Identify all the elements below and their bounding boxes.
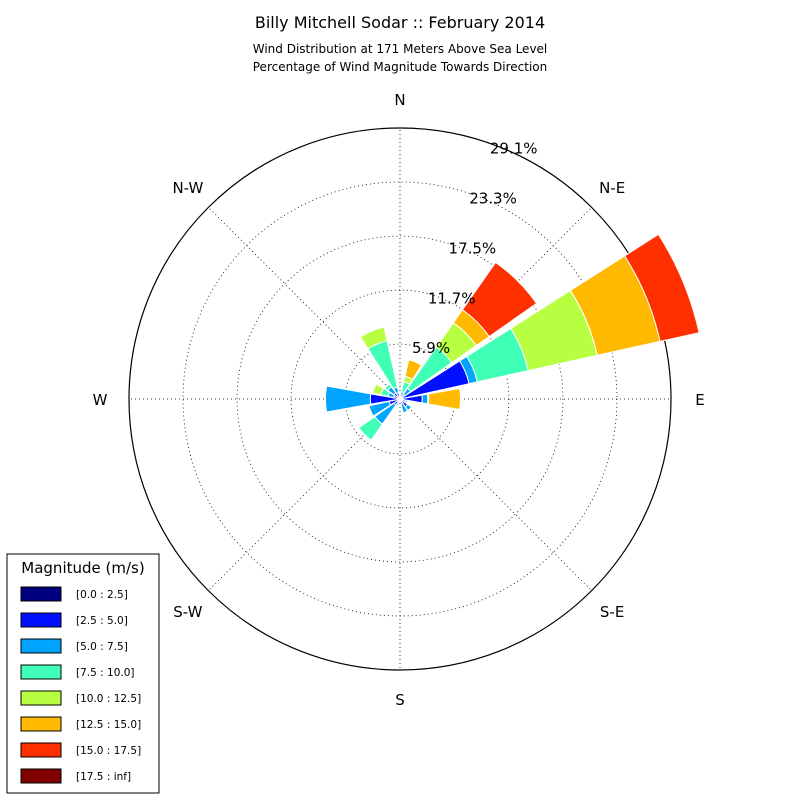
legend-swatch bbox=[20, 638, 62, 654]
chart-subtitle-2: Percentage of Wind Magnitude Towards Dir… bbox=[253, 60, 547, 74]
legend: Magnitude (m/s) [0.0 : 2.5] [2.5 : 5.0] [5… bbox=[6, 553, 160, 794]
windrose-wedge bbox=[623, 233, 700, 342]
legend-swatch bbox=[20, 586, 62, 602]
legend-title: Magnitude (m/s) bbox=[21, 559, 144, 577]
direction-label: N-W bbox=[172, 179, 203, 197]
windrose-wedge bbox=[427, 387, 462, 411]
ring-label-text: 11.7% bbox=[428, 289, 476, 307]
windrose-wedge bbox=[461, 261, 538, 338]
legend-label: [12.5 : 15.0] bbox=[76, 719, 141, 731]
legend-swatch bbox=[20, 690, 62, 706]
legend-swatch bbox=[20, 716, 62, 732]
grid-spoke bbox=[208, 207, 401, 400]
ring-label: 11.7% bbox=[428, 289, 476, 307]
legend-label: [0.0 : 2.5] bbox=[76, 589, 128, 601]
direction-label: S-E bbox=[600, 603, 624, 621]
ring-label: 29.1% bbox=[490, 140, 538, 158]
legend-swatch bbox=[20, 664, 62, 680]
legend-swatch bbox=[20, 612, 62, 628]
windrose-wedge bbox=[359, 326, 388, 350]
windrose-wedge bbox=[404, 403, 413, 412]
ring-label-text: 17.5% bbox=[449, 239, 497, 257]
direction-label: N bbox=[394, 91, 405, 109]
chart-title: Billy Mitchell Sodar :: February 2014 bbox=[255, 13, 545, 32]
windrose-wedge bbox=[421, 393, 429, 405]
windrose-wedge bbox=[404, 359, 423, 381]
ring-label: 5.9% bbox=[412, 339, 450, 357]
direction-label: S bbox=[395, 691, 405, 709]
grid-spoke bbox=[399, 398, 592, 591]
chart-subtitle-1: Wind Distribution at 171 Meters Above Se… bbox=[253, 42, 548, 56]
legend-label: [2.5 : 5.0] bbox=[76, 615, 128, 627]
ring-label-text: 23.3% bbox=[469, 190, 517, 208]
ring-label: 23.3% bbox=[469, 190, 517, 208]
grid-ring bbox=[236, 235, 564, 563]
ring-label-text: 29.1% bbox=[490, 140, 538, 158]
grid-ring bbox=[128, 127, 672, 671]
ring-label: 17.5% bbox=[449, 239, 497, 257]
legend-label: [5.0 : 7.5] bbox=[76, 641, 128, 653]
legend-label: [10.0 : 12.5] bbox=[76, 693, 141, 705]
direction-label: E bbox=[695, 391, 704, 409]
legend-label: [17.5 : inf] bbox=[76, 771, 131, 783]
legend-swatch bbox=[20, 742, 62, 758]
windrose-wedge bbox=[384, 383, 393, 392]
direction-label: W bbox=[93, 391, 108, 409]
legend-label: [7.5 : 10.0] bbox=[76, 667, 134, 679]
windrose-wedge bbox=[368, 400, 392, 417]
windrose-wedge bbox=[358, 415, 384, 441]
axis-labels: N N-E E S-E S S-W W N-W 5.9% 11.7% 17.5% 23.3% 29.1% bbox=[93, 91, 705, 709]
windrose-bars bbox=[324, 233, 700, 441]
windrose-wedge bbox=[400, 402, 409, 414]
direction-label: S-W bbox=[173, 603, 202, 621]
ring-label-text: 5.9% bbox=[412, 339, 450, 357]
legend-label: [15.0 : 17.5] bbox=[76, 745, 141, 757]
windrose-wedge bbox=[324, 385, 372, 413]
direction-label: N-E bbox=[599, 179, 625, 197]
legend-swatch bbox=[20, 768, 62, 784]
windrose-wedge bbox=[372, 383, 385, 396]
